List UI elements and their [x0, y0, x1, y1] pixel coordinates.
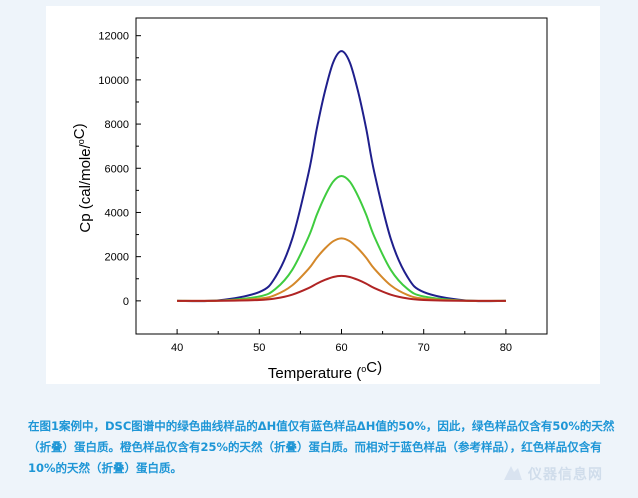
y-tick-label: 0 — [123, 296, 129, 308]
series-line-2 — [177, 174, 506, 303]
dsc-chart: 40 50 60 70 80 0 2000 4000 6000 8000 10000 12000 Cp… — [71, 17, 548, 382]
y-tick-label: 4000 — [105, 207, 129, 219]
y-tick-label: 6000 — [105, 163, 129, 175]
x-tick-label: 70 — [418, 342, 430, 354]
x-tick-label: 80 — [500, 342, 512, 354]
chart-panel: 40 50 60 70 80 0 2000 4000 6000 8000 10000 12000 Cp… — [46, 6, 600, 384]
series-line-4 — [177, 274, 506, 302]
y-tick-label: 2000 — [105, 252, 129, 264]
y-axis-title: Cp (cal/mole/oC) — [71, 123, 94, 232]
x-tick-label: 40 — [171, 342, 183, 354]
y-tick-label: 10000 — [98, 75, 129, 87]
series-line-3 — [177, 237, 506, 302]
x-tick-label: 50 — [253, 342, 265, 354]
x-tick-label: 60 — [335, 342, 347, 354]
y-tick-label: 8000 — [105, 119, 129, 131]
watermark-logo: 仪器信息网 — [500, 462, 630, 484]
x-axis-title: Temperature (oC) — [268, 359, 382, 382]
y-tick-label: 12000 — [98, 31, 129, 43]
logo-icon — [504, 466, 522, 480]
watermark-text: 仪器信息网 — [528, 467, 603, 483]
series-line-1 — [177, 50, 506, 303]
figure-caption: 在图1案例中，DSC图谱中的绿色曲线样品的ΔH值仅有蓝色样品ΔH值的50%，因此… — [28, 419, 615, 475]
